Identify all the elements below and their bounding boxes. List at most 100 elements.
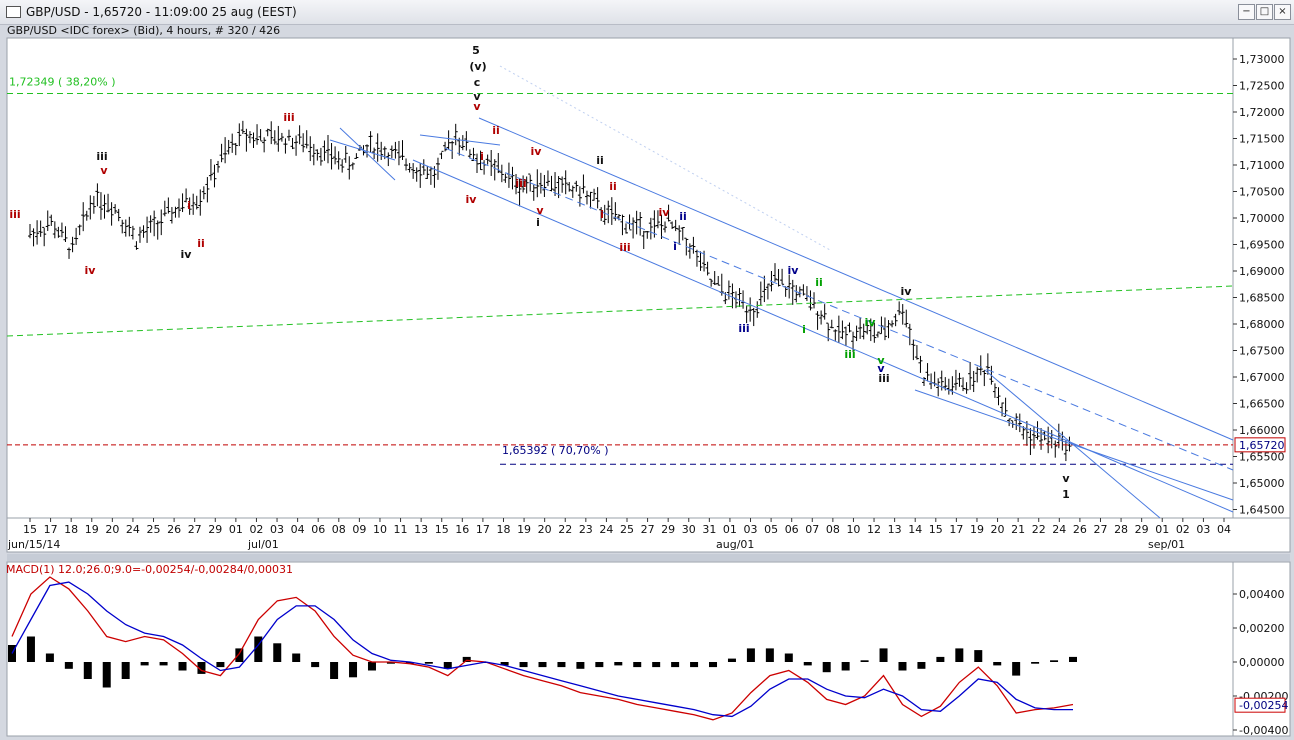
price-tick-label: 1,64500 bbox=[1239, 504, 1285, 517]
macd-histogram-bar bbox=[140, 662, 149, 666]
time-tick-label: 09 bbox=[352, 523, 366, 536]
time-tick-label: 01 bbox=[1155, 523, 1169, 536]
time-tick-label: 07 bbox=[805, 523, 819, 536]
macd-histogram-bar bbox=[330, 662, 339, 679]
macd-histogram-bar bbox=[178, 662, 187, 671]
wave-label: iii bbox=[515, 177, 526, 190]
wave-label: i bbox=[536, 216, 540, 229]
macd-tick-label: -0,00400 bbox=[1239, 724, 1288, 737]
wave-label: iii bbox=[96, 150, 107, 163]
macd-histogram-bar bbox=[500, 662, 509, 666]
price-panel bbox=[6, 37, 1234, 519]
time-tick-label: 16 bbox=[455, 523, 469, 536]
wave-label: 1 bbox=[1062, 488, 1070, 501]
channel-line bbox=[984, 369, 1161, 519]
wave-label: iii bbox=[283, 111, 294, 124]
wave-label: iii bbox=[619, 241, 630, 254]
macd-histogram-bar bbox=[709, 662, 718, 668]
macd-histogram-bar bbox=[1050, 660, 1059, 662]
fib-38-label: 1,72349 ( 38,20% ) bbox=[9, 76, 116, 89]
macd-histogram-bar bbox=[993, 662, 1002, 666]
wave-label: ii bbox=[815, 276, 823, 289]
time-tick-label: 23 bbox=[579, 523, 593, 536]
macd-histogram-bar bbox=[26, 636, 35, 662]
time-tick-label: 10 bbox=[373, 523, 387, 536]
macd-histogram-bar bbox=[462, 656, 471, 662]
time-tick-label: 29 bbox=[1135, 523, 1149, 536]
price-tick-label: 1,66000 bbox=[1239, 424, 1285, 437]
channel-line bbox=[478, 117, 1234, 441]
macd-histogram-bar bbox=[216, 662, 225, 668]
price-tick-label: 1,66500 bbox=[1239, 398, 1285, 411]
month-label: aug/01 bbox=[716, 538, 754, 551]
wave-label: i bbox=[802, 323, 806, 336]
green-trend-line bbox=[6, 285, 1234, 337]
wave-label: iv bbox=[788, 264, 800, 277]
time-tick-label: 22 bbox=[1032, 523, 1046, 536]
time-tick-label: 31 bbox=[702, 523, 716, 536]
time-tick-label: 19 bbox=[970, 523, 984, 536]
channel-line bbox=[339, 127, 396, 181]
close-button[interactable]: × bbox=[1274, 4, 1291, 20]
price-bars bbox=[28, 120, 1072, 462]
macd-histogram-bar bbox=[822, 662, 831, 673]
month-label: jun/15/14 bbox=[7, 538, 60, 551]
macd-histogram-bar bbox=[936, 656, 945, 662]
time-tick-label: 12 bbox=[867, 523, 881, 536]
wave-label: (v) bbox=[469, 60, 486, 73]
macd-panel bbox=[6, 561, 1234, 737]
macd-histogram-bar bbox=[765, 648, 774, 662]
macd-histogram-bar bbox=[519, 662, 528, 668]
time-tick-label: 24 bbox=[599, 523, 613, 536]
wave-label: v bbox=[877, 354, 885, 367]
price-tick-label: 1,72000 bbox=[1239, 106, 1285, 119]
macd-histogram-bar bbox=[424, 662, 433, 664]
time-tick-label: 03 bbox=[270, 523, 284, 536]
wave-label: ii bbox=[679, 210, 687, 223]
macd-line-signal bbox=[11, 581, 1073, 718]
macd-histogram-bar bbox=[197, 662, 206, 674]
wave-label: iv bbox=[85, 264, 97, 277]
macd-last-tag bbox=[1234, 697, 1286, 713]
macd-last-value: -0,00254 bbox=[1239, 699, 1288, 712]
wave-label: v bbox=[536, 204, 544, 217]
price-tick-label: 1,72500 bbox=[1239, 80, 1285, 93]
channel-line bbox=[419, 134, 501, 146]
wave-label: v bbox=[877, 362, 885, 375]
wave-label: v bbox=[473, 90, 481, 103]
macd-histogram-bar bbox=[614, 662, 623, 666]
window-title: GBP/USD - 1,65720 - 11:09:00 25 aug (EES… bbox=[26, 5, 297, 19]
channel-line bbox=[444, 147, 1234, 471]
price-tick-label: 1,68500 bbox=[1239, 292, 1285, 305]
wave-label: iv bbox=[865, 316, 877, 329]
maximize-button[interactable]: □ bbox=[1256, 4, 1273, 20]
price-tick-label: 1,68000 bbox=[1239, 318, 1285, 331]
macd-histogram-bar bbox=[1012, 662, 1021, 676]
minimize-button[interactable]: − bbox=[1238, 4, 1255, 20]
macd-histogram-bar bbox=[311, 662, 320, 668]
time-tick-label: 01 bbox=[229, 523, 243, 536]
wave-label: iv bbox=[181, 248, 193, 261]
macd-histogram-bar bbox=[254, 636, 263, 662]
last-price-tag bbox=[1234, 437, 1286, 453]
time-tick-label: 15 bbox=[435, 523, 449, 536]
time-tick-label: 03 bbox=[1196, 523, 1210, 536]
wave-label: ii bbox=[197, 237, 205, 250]
month-label: sep/01 bbox=[1148, 538, 1185, 551]
wave-label: ii bbox=[596, 154, 604, 167]
time-tick-label: 27 bbox=[641, 523, 655, 536]
price-tick-label: 1,70500 bbox=[1239, 186, 1285, 199]
channel-line bbox=[329, 139, 396, 161]
wave-label: ii bbox=[492, 124, 500, 137]
time-axis-panel bbox=[6, 517, 1291, 553]
time-tick-label: 29 bbox=[208, 523, 222, 536]
wave-label: i bbox=[480, 150, 484, 163]
time-tick-label: 24 bbox=[126, 523, 140, 536]
time-tick-label: 27 bbox=[1093, 523, 1107, 536]
macd-tick-label: 0,00200 bbox=[1239, 622, 1285, 635]
macd-histogram-bar bbox=[576, 662, 585, 669]
wave-label: v bbox=[100, 164, 108, 177]
chart-subtitle: GBP/USD <IDC forex> (Bid), 4 hours, # 32… bbox=[7, 24, 281, 37]
time-tick-label: 05 bbox=[764, 523, 778, 536]
